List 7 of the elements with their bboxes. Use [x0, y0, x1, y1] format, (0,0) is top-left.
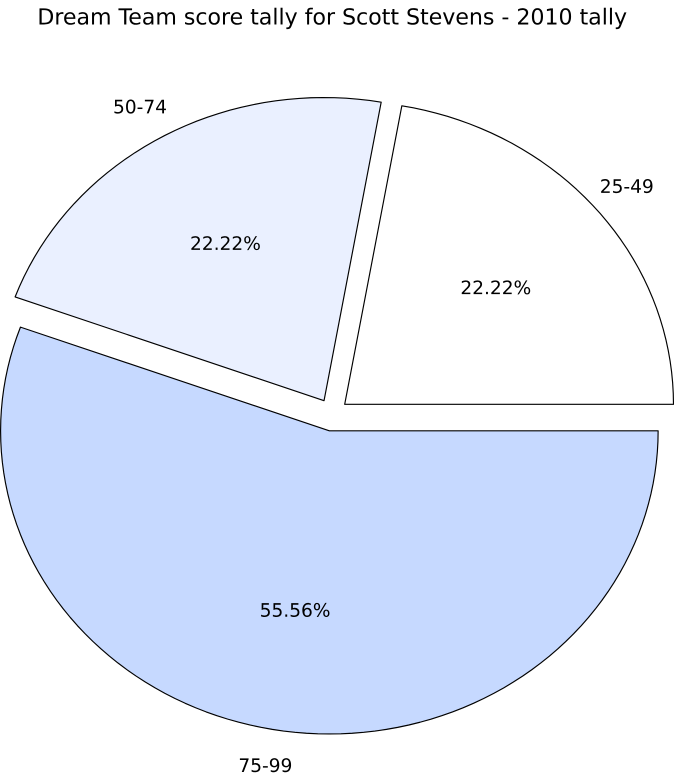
slice-label: 75-99	[240, 758, 292, 772]
data-label: 22.22%	[191, 236, 260, 250]
data-label: 55.56%	[261, 602, 330, 617]
chart-title: Dream Team score tally for Scott Stevens - 2010 tally	[39, 8, 626, 30]
slice-label: 25-49	[601, 179, 652, 194]
data-label: 22.22%	[462, 280, 530, 294]
slice-label: 50-74	[114, 100, 166, 114]
